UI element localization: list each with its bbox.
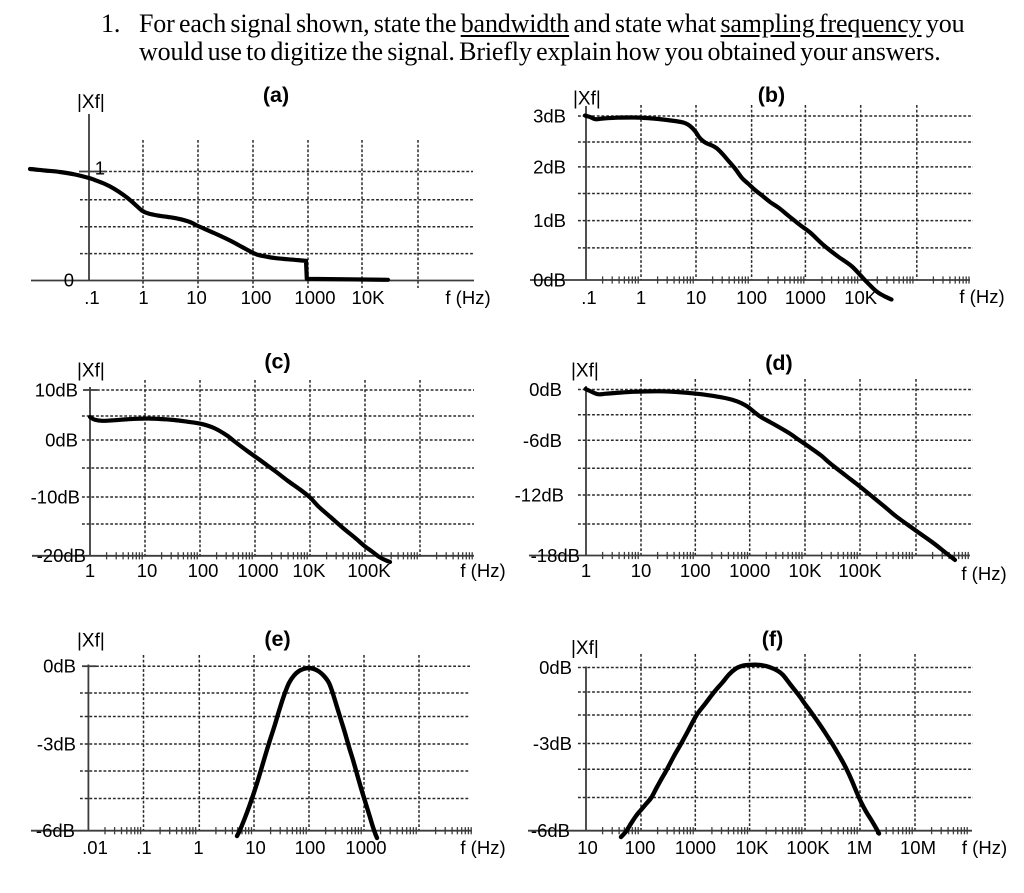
svg-text:100K: 100K	[838, 560, 882, 581]
svg-text:3dB: 3dB	[533, 106, 566, 127]
svg-text:1: 1	[95, 158, 105, 179]
svg-text:10: 10	[186, 287, 207, 308]
svg-text:0dB: 0dB	[539, 657, 572, 678]
svg-text:f (Hz): f (Hz)	[961, 563, 1006, 584]
svg-text:10K: 10K	[293, 560, 327, 581]
svg-text:f (Hz): f (Hz)	[959, 286, 1004, 307]
svg-text:10K: 10K	[844, 287, 878, 308]
svg-text:10: 10	[631, 560, 652, 581]
svg-text:1: 1	[85, 560, 95, 581]
svg-text:.1: .1	[136, 837, 151, 858]
svg-text:|Xf|: |Xf|	[573, 89, 601, 110]
svg-text:100K: 100K	[786, 837, 830, 858]
svg-text:1M: 1M	[847, 837, 873, 858]
svg-text:1: 1	[138, 287, 148, 308]
svg-text:10M: 10M	[900, 837, 936, 858]
svg-text:-6dB: -6dB	[523, 430, 562, 451]
svg-text:|Xf|: |Xf|	[77, 92, 105, 113]
svg-text:100: 100	[295, 837, 326, 858]
svg-text:-3dB: -3dB	[37, 734, 76, 755]
svg-text:f (Hz): f (Hz)	[445, 287, 490, 308]
svg-text:1000: 1000	[675, 837, 716, 858]
svg-text:(e): (e)	[264, 627, 290, 651]
svg-text:-12dB: -12dB	[515, 485, 564, 506]
svg-text:10: 10	[137, 560, 158, 581]
svg-text:100: 100	[188, 560, 219, 581]
svg-text:-18dB: -18dB	[531, 545, 580, 566]
svg-text:1000: 1000	[729, 560, 770, 581]
svg-text:|Xf|: |Xf|	[571, 361, 599, 382]
svg-text:|Xf|: |Xf|	[77, 631, 105, 652]
svg-text:-6dB: -6dB	[531, 820, 570, 841]
svg-text:100: 100	[625, 837, 656, 858]
svg-text:100: 100	[680, 560, 711, 581]
svg-text:0dB: 0dB	[43, 656, 76, 677]
svg-text:-20dB: -20dB	[37, 545, 86, 566]
svg-text:0dB: 0dB	[45, 430, 78, 451]
svg-text:1: 1	[581, 560, 591, 581]
svg-text:(c): (c)	[264, 350, 290, 374]
svg-text:10: 10	[577, 837, 598, 858]
svg-text:.1: .1	[84, 287, 99, 308]
svg-text:10: 10	[686, 287, 707, 308]
svg-text:f (Hz): f (Hz)	[460, 560, 505, 581]
svg-text:1dB: 1dB	[533, 210, 566, 231]
svg-text:1: 1	[193, 837, 203, 858]
svg-text:100: 100	[736, 287, 767, 308]
svg-text:.1: .1	[581, 287, 596, 308]
svg-text:1000: 1000	[294, 287, 335, 308]
svg-text:1000: 1000	[345, 837, 386, 858]
svg-text:0: 0	[64, 270, 74, 291]
svg-text:-10dB: -10dB	[31, 487, 80, 508]
svg-text:10K: 10K	[736, 837, 770, 858]
svg-text:10dB: 10dB	[35, 380, 78, 401]
svg-text:|Xf|: |Xf|	[571, 638, 599, 659]
svg-text:-6dB: -6dB	[36, 820, 75, 841]
svg-text:(d): (d)	[765, 351, 792, 375]
svg-text:10K: 10K	[789, 560, 823, 581]
svg-text:1000: 1000	[237, 560, 278, 581]
svg-text:f (Hz): f (Hz)	[962, 837, 1007, 858]
svg-text:f (Hz): f (Hz)	[460, 837, 505, 858]
svg-text:1000: 1000	[785, 287, 826, 308]
svg-text:(b): (b)	[758, 83, 785, 107]
svg-text:1: 1	[636, 287, 646, 308]
svg-text:100K: 100K	[347, 560, 391, 581]
svg-text:(f): (f)	[762, 627, 783, 651]
svg-text:(a): (a)	[263, 83, 289, 107]
svg-text:.01: .01	[82, 837, 108, 858]
svg-text:10: 10	[245, 837, 266, 858]
svg-text:10K: 10K	[352, 287, 386, 308]
svg-text:0dB: 0dB	[533, 270, 566, 291]
svg-text:2dB: 2dB	[533, 156, 566, 177]
svg-text:|Xf|: |Xf|	[77, 361, 105, 382]
svg-text:0dB: 0dB	[529, 379, 562, 400]
svg-text:-3dB: -3dB	[533, 733, 572, 754]
svg-text:100: 100	[241, 287, 272, 308]
